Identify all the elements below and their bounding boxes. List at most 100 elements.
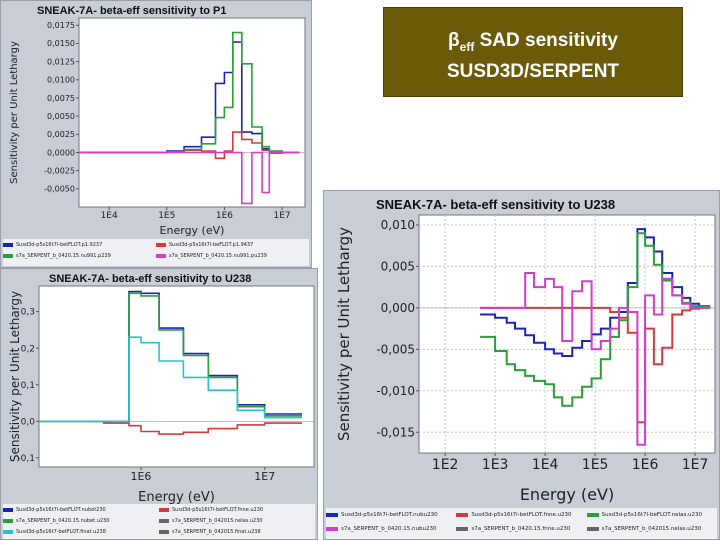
legend-label: s7a_SERPENT_b_0420.15.nu991.p239 (16, 252, 111, 259)
chart-p1: 1E4 1E5 1E6 1E7 -0,0050 -0,0025 0,0000 0,0025 0,… (9, 5, 306, 237)
series-line-3 (79, 31, 300, 154)
legend-swatch (326, 527, 338, 531)
legend-swatch (159, 529, 169, 534)
y-axis-label: Sensitivity per Unit Lethargy (9, 41, 20, 184)
legend-swatch (326, 513, 338, 517)
plot-area (78, 17, 306, 208)
y-tick-label: -0,005 (376, 343, 415, 357)
x-tick-label: 1E6 (216, 211, 233, 221)
legend-label: Susd3d-p5s16t7l-beFLOT.p1.9437 (169, 241, 254, 248)
y-tick-label: 0,0000 (47, 148, 75, 157)
legend-swatch (456, 513, 469, 517)
y-tick-label: 0,1 (21, 381, 35, 391)
legend-swatch (456, 527, 469, 531)
slide-title-line1: βeff SAD sensitivity (384, 30, 682, 54)
legend-item: s7a_SERPENT_b_042015.nelas.u230 (586, 522, 717, 536)
y-tick-label: -0,1 (17, 454, 35, 464)
series-line-1 (480, 228, 711, 357)
chart-title: SNEAK-7A- beta-eff sensitivity to P1 (37, 5, 226, 17)
y-tick-label: 0,010 (381, 218, 415, 232)
x-tick-label: 1E7 (682, 457, 709, 473)
legend-item: Susd3d-p5s16t7i-betFLOT.nubet230 (3, 504, 159, 515)
x-tick-label: 1E7 (254, 470, 275, 483)
legend-label: Susd3d-p5s16t7i-betFLOT.nubu230 (341, 512, 438, 518)
y-tick-label: -0,0050 (44, 185, 75, 194)
legend-item: s7a_SERPENT_b_0420.15.nubet.u230 (3, 515, 159, 526)
series-line-2 (39, 420, 302, 435)
legend-p1: Susd3d-p5s16t7i-betFLOT.p1.9237 Susd3d-p5… (3, 239, 309, 266)
x-axis-label: Energy (eV) (160, 224, 225, 237)
legend-item: Susd3d-p5s16t7i-betFLOT.fnne.u230 (456, 508, 586, 522)
legend-swatch (3, 253, 13, 258)
legend-label: s7a_SERPENT_b_042015.nelas.u230 (172, 517, 263, 524)
x-axis-label: Energy (eV) (138, 490, 215, 505)
legend-item: Susd3d-p5s16t7l-beFLOT.nelas.u230 (586, 508, 717, 522)
legend-item: s7a_SERPENT_b_0420.15.nu991.pu239 (156, 250, 309, 261)
legend-u238-left: Susd3d-p5s16t7i-betFLOT.nubet230 Susd3d-p… (3, 504, 315, 539)
legend-swatch (156, 242, 166, 247)
legend-item: s7a_SERPENT_b_0420.15.nu991.p239 (3, 250, 156, 261)
legend-row: Susd3d-p5s16t7i-betFLOT.nubet230 Susd3d-p… (3, 504, 315, 515)
legend-item: Susd3d-p5s16t7i-betFLOT.p1.9237 (3, 239, 156, 250)
chart-u238-left: 1E6 1E7 -0,1 0,0 0,1 0,2 0,3 SNEAK-7A- beta-eff… (8, 273, 315, 505)
legend-label: s7a_SERPENT_b_042015.nelas.u230 (601, 526, 702, 532)
x-tick-label: 1E7 (273, 211, 290, 221)
legend-swatch (586, 513, 599, 517)
legend-row: s7a_SERPENT_b_0420.15.nubet.u230 s7a_SERP… (3, 515, 315, 526)
legend-item: s7a_SERPENT_b_042015.nelas.u230 (159, 515, 315, 526)
legend-row: s7a_SERPENT_b_0420.15.nu991.p239 s7a_SERP… (3, 250, 309, 261)
slide-title-line2: SUSD3D/SERPENT (446, 61, 620, 82)
slide-title-text: SAD sensitivity (474, 30, 618, 51)
legend-swatch (3, 507, 13, 512)
legend-item: Susd3d-p5s16t7l-betFLOT.fnne.u230 (159, 504, 315, 515)
series-line-4 (39, 336, 302, 423)
legend-swatch (3, 242, 13, 247)
legend-label: s7a_SERPENT_b_042015.finat.u238 (172, 528, 261, 535)
y-tick-label: -0,015 (376, 425, 415, 439)
y-tick-label: 0,0175 (47, 21, 75, 30)
legend-label: s7a_SERPENT_b_0420.15.fnne.u230 (471, 526, 571, 532)
x-axis-label: Energy (eV) (520, 485, 614, 504)
legend-label: s7a_SERPENT_b_0420.15.nubu230 (341, 526, 437, 532)
legend-swatch (156, 253, 166, 258)
plot-area (418, 214, 716, 454)
x-tick-label: 1E2 (432, 457, 459, 473)
beta-subscript: eff (459, 39, 475, 54)
plot-area (38, 285, 315, 468)
x-tick-label: 1E4 (101, 211, 118, 221)
y-tick-label: 0,2 (21, 344, 35, 354)
legend-item: s7a_SERPENT_b_0420.15.fnne.u230 (456, 522, 586, 536)
legend-swatch (159, 507, 169, 512)
legend-row: Susd3d-p5s16t7i-betFLOT.nubu230 Susd3d-p5… (326, 508, 717, 522)
slide-title-box: βeff SAD sensitivity SUSD3D/SERPENT (383, 7, 683, 97)
y-tick-label: 0,005 (381, 260, 415, 274)
legend-swatch (586, 527, 599, 531)
y-tick-label: 0,3 (21, 308, 35, 318)
y-tick-label: 0,000 (381, 301, 415, 315)
legend-u238-right: Susd3d-p5s16t7i-betFLOT.nubu230 Susd3d-p5… (326, 508, 717, 539)
legend-item: Susd3d-p5s16t7-betFLOT.finat.u238 (3, 526, 159, 537)
x-tick-label: 1E3 (482, 457, 509, 473)
legend-row: Susd3d-p5s16t7-betFLOT.finat.u238 s7a_SER… (3, 526, 315, 537)
legend-label: s7a_SERPENT_b_0420.15.nu991.pu239 (169, 252, 267, 259)
y-tick-label: 0,0075 (47, 94, 75, 103)
legend-label: Susd3d-p5s16t7-betFLOT.finat.u238 (16, 528, 106, 535)
legend-label: Susd3d-p5s16t7l-betFLOT.fnne.u230 (172, 506, 264, 513)
y-tick-label: 0,0 (21, 417, 36, 427)
y-axis-label: Sensitivity per Unit Lethargy (335, 227, 353, 441)
legend-row: s7a_SERPENT_b_0420.15.nubu230 s7a_SERPENT… (326, 522, 717, 536)
x-tick-label: 1E4 (532, 457, 559, 473)
y-tick-label: 0,0125 (47, 57, 75, 66)
chart-panel-u238-left: 1E6 1E7 -0,1 0,0 0,1 0,2 0,3 SNEAK-7A- beta-eff… (0, 268, 318, 540)
x-tick-label: 1E5 (158, 211, 175, 221)
series-line-4 (480, 272, 711, 446)
legend-label: Susd3d-p5s16t7i-betFLOT.p1.9237 (16, 241, 103, 248)
legend-item: s7a_SERPENT_b_042015.finat.u238 (159, 526, 315, 537)
legend-label: s7a_SERPENT_b_0420.15.nubet.u230 (16, 517, 110, 524)
y-tick-label: 0,0150 (47, 39, 75, 48)
y-tick-label: 0,0100 (47, 76, 75, 85)
legend-swatch (3, 529, 13, 534)
legend-swatch (3, 518, 13, 523)
chart-title: SNEAK-7A- beta-eff sensitivity to U238 (376, 197, 615, 212)
chart-panel-u238-right: 1E2 1E3 1E4 1E5 1E6 1E7 -0,015 -0,010 -0,005 0,00… (323, 190, 720, 540)
